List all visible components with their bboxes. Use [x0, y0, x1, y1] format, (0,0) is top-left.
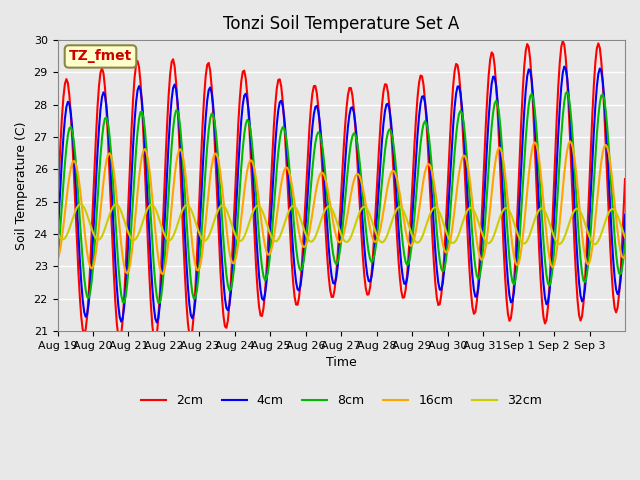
4cm [460, 124, 467, 130]
32cm [76, 201, 84, 207]
Line: 2cm: 2cm [58, 41, 625, 341]
4cm [561, 64, 568, 70]
32cm [54, 229, 61, 235]
4cm [621, 212, 629, 217]
16cm [621, 253, 629, 259]
Line: 8cm: 8cm [58, 92, 625, 303]
8cm [54, 261, 61, 266]
32cm [544, 216, 552, 221]
8cm [154, 300, 162, 306]
8cm [460, 119, 467, 124]
32cm [621, 235, 629, 240]
8cm [563, 89, 571, 95]
4cm [54, 236, 61, 241]
32cm [92, 236, 100, 241]
8cm [544, 281, 552, 287]
2cm [620, 210, 627, 216]
16cm [91, 258, 99, 264]
16cm [566, 139, 574, 144]
32cm [73, 205, 81, 211]
Text: TZ_fmet: TZ_fmet [69, 49, 132, 63]
Y-axis label: Soil Temperature (C): Soil Temperature (C) [15, 121, 28, 250]
32cm [347, 234, 355, 240]
8cm [91, 243, 99, 249]
2cm [91, 164, 99, 169]
2cm [621, 176, 629, 182]
2cm [460, 142, 467, 148]
2cm [152, 338, 159, 344]
Line: 16cm: 16cm [58, 142, 625, 274]
2cm [73, 235, 81, 241]
16cm [54, 257, 61, 263]
8cm [347, 141, 355, 146]
Line: 32cm: 32cm [58, 204, 625, 244]
8cm [73, 172, 81, 178]
16cm [620, 255, 627, 261]
16cm [544, 245, 552, 251]
4cm [347, 105, 355, 111]
X-axis label: Time: Time [326, 356, 356, 369]
2cm [544, 304, 552, 310]
2cm [559, 38, 566, 44]
32cm [460, 217, 467, 223]
4cm [73, 201, 81, 207]
32cm [591, 241, 599, 247]
Line: 4cm: 4cm [58, 67, 625, 323]
32cm [620, 230, 627, 236]
2cm [54, 202, 61, 208]
4cm [91, 206, 99, 212]
Legend: 2cm, 4cm, 8cm, 16cm, 32cm: 2cm, 4cm, 8cm, 16cm, 32cm [136, 389, 547, 412]
4cm [153, 320, 161, 325]
Title: Tonzi Soil Temperature Set A: Tonzi Soil Temperature Set A [223, 15, 460, 33]
16cm [347, 192, 355, 197]
2cm [347, 85, 355, 91]
16cm [460, 153, 467, 158]
8cm [621, 239, 629, 245]
16cm [159, 271, 166, 277]
16cm [73, 165, 81, 170]
4cm [544, 300, 552, 305]
8cm [620, 255, 627, 261]
4cm [620, 238, 627, 244]
